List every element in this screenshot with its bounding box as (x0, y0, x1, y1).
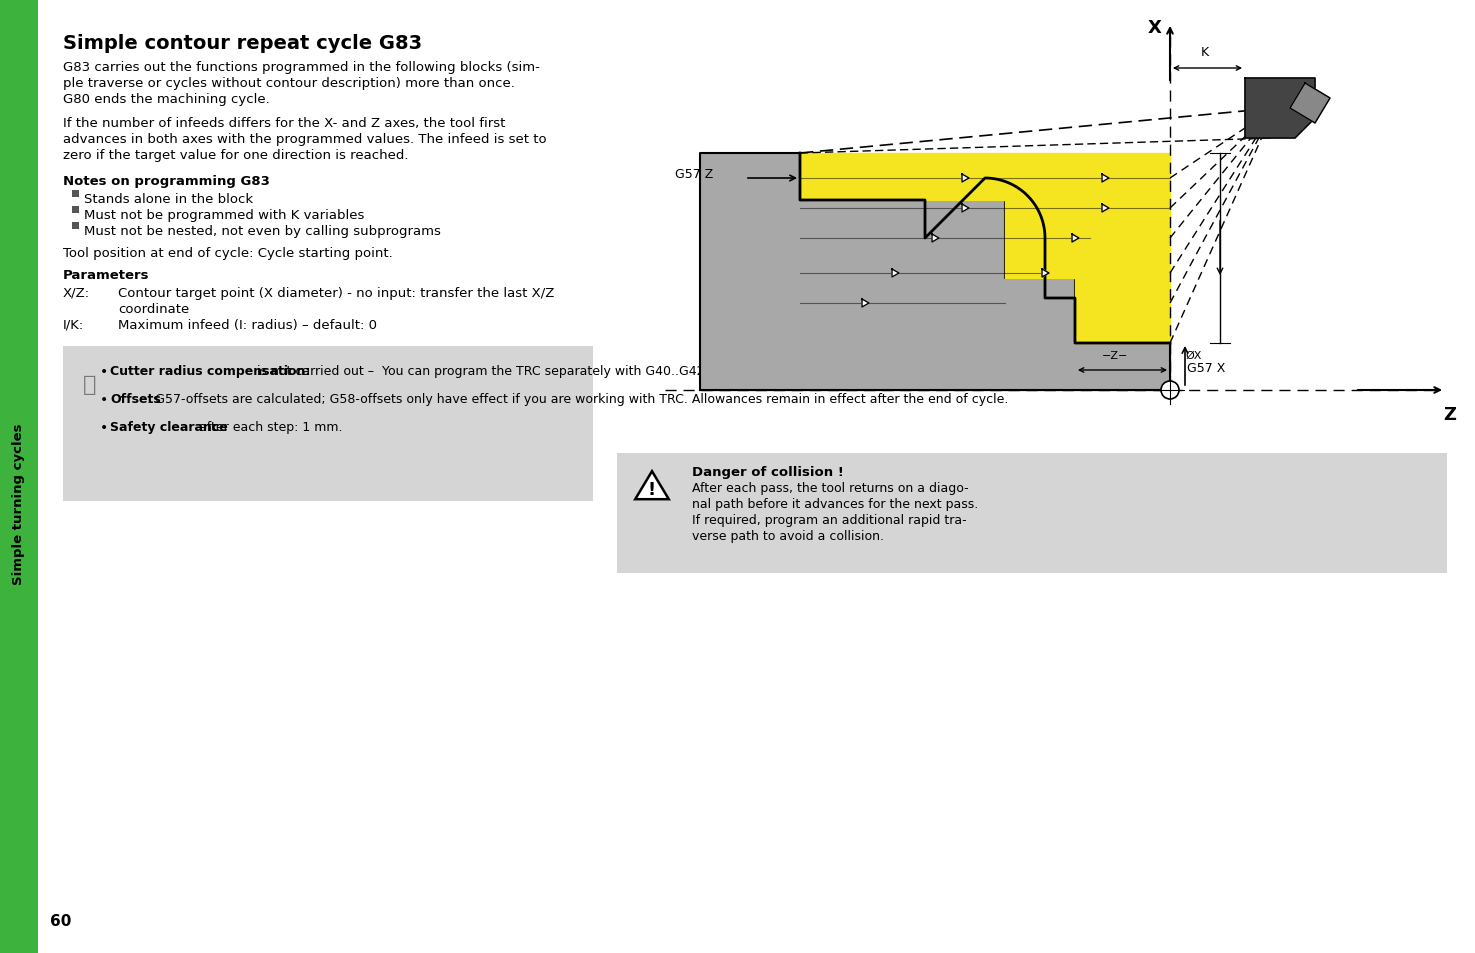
Bar (72, 207, 80, 213)
Text: after each step: 1 mm.: after each step: 1 mm. (195, 420, 342, 434)
Text: Must not be nested, not even by calling subprograms: Must not be nested, not even by calling … (84, 225, 441, 237)
Polygon shape (1291, 84, 1330, 124)
Text: Offsets: Offsets (111, 393, 161, 406)
Text: After each pass, the tool returns on a diago-: After each pass, the tool returns on a d… (692, 481, 969, 495)
Text: ple traverse or cycles without contour description) more than once.: ple traverse or cycles without contour d… (63, 77, 515, 90)
Text: If required, program an additional rapid tra-: If required, program an additional rapid… (692, 514, 966, 526)
Text: Simple turning cycles: Simple turning cycles (12, 423, 25, 584)
Text: −Z−: −Z− (1102, 351, 1128, 360)
Text: is not carried out –  You can program the TRC separately with G40..G42.: is not carried out – You can program the… (254, 365, 708, 377)
Text: Notes on programming G83: Notes on programming G83 (63, 174, 270, 188)
Polygon shape (962, 174, 969, 183)
Text: ØX: ØX (1184, 351, 1201, 360)
Text: coordinate: coordinate (118, 303, 189, 315)
Text: !: ! (648, 481, 656, 498)
Polygon shape (1072, 234, 1080, 243)
Polygon shape (636, 472, 668, 499)
Text: If the number of infeeds differs for the X- and Z axes, the tool first: If the number of infeeds differs for the… (63, 117, 506, 130)
Text: G80 ends the machining cycle.: G80 ends the machining cycle. (63, 92, 270, 106)
Text: advances in both axes with the programmed values. The infeed is set to: advances in both axes with the programme… (63, 132, 547, 146)
Polygon shape (892, 270, 898, 277)
Polygon shape (861, 299, 869, 308)
Text: verse path to avoid a collision.: verse path to avoid a collision. (692, 530, 884, 542)
Text: •: • (100, 420, 108, 435)
Text: K: K (1201, 46, 1209, 59)
Bar (0, 0, 38, 953)
Polygon shape (962, 205, 969, 213)
Text: 👋: 👋 (83, 375, 97, 395)
Polygon shape (1245, 79, 1316, 139)
Polygon shape (1102, 205, 1109, 213)
Bar (63, 347, 593, 501)
Text: Tool position at end of cycle: Cycle starting point.: Tool position at end of cycle: Cycle sta… (63, 247, 392, 260)
Text: X: X (1148, 19, 1162, 37)
Bar (72, 191, 80, 198)
Bar (72, 223, 80, 230)
Polygon shape (701, 153, 1170, 391)
Polygon shape (932, 234, 940, 243)
Text: Danger of collision !: Danger of collision ! (692, 465, 844, 478)
Text: 60: 60 (50, 913, 71, 928)
Text: Z: Z (1444, 406, 1456, 423)
Text: I/K:: I/K: (63, 318, 84, 332)
Polygon shape (1041, 270, 1049, 277)
Polygon shape (1102, 174, 1109, 183)
Text: X/Z:: X/Z: (63, 287, 90, 299)
Text: •: • (100, 393, 108, 407)
Text: G57 Z: G57 Z (676, 168, 714, 180)
Text: Must not be programmed with K variables: Must not be programmed with K variables (84, 209, 364, 222)
Text: Contour target point (X diameter) - no input: transfer the last X/Z: Contour target point (X diameter) - no i… (118, 287, 555, 299)
Circle shape (1161, 381, 1179, 399)
Polygon shape (799, 153, 1170, 344)
Text: G83 carries out the functions programmed in the following blocks (sim-: G83 carries out the functions programmed… (63, 61, 540, 74)
Bar (617, 454, 1447, 574)
Text: nal path before it advances for the next pass.: nal path before it advances for the next… (692, 497, 978, 511)
Text: Maximum infeed (I: radius) – default: 0: Maximum infeed (I: radius) – default: 0 (118, 318, 378, 332)
Text: •: • (100, 365, 108, 378)
Text: Stands alone in the block: Stands alone in the block (84, 193, 254, 206)
Text: Cutter radius compensation:: Cutter radius compensation: (111, 365, 310, 377)
Text: zero if the target value for one direction is reached.: zero if the target value for one directi… (63, 149, 409, 162)
Text: Parameters: Parameters (63, 269, 149, 282)
Text: G57 X: G57 X (1187, 362, 1226, 375)
Text: Simple contour repeat cycle G83: Simple contour repeat cycle G83 (63, 34, 422, 53)
Text: Safety clearance: Safety clearance (111, 420, 227, 434)
Text: : G57-offsets are calculated; G58-offsets only have effect if you are working wi: : G57-offsets are calculated; G58-offset… (148, 393, 1009, 406)
